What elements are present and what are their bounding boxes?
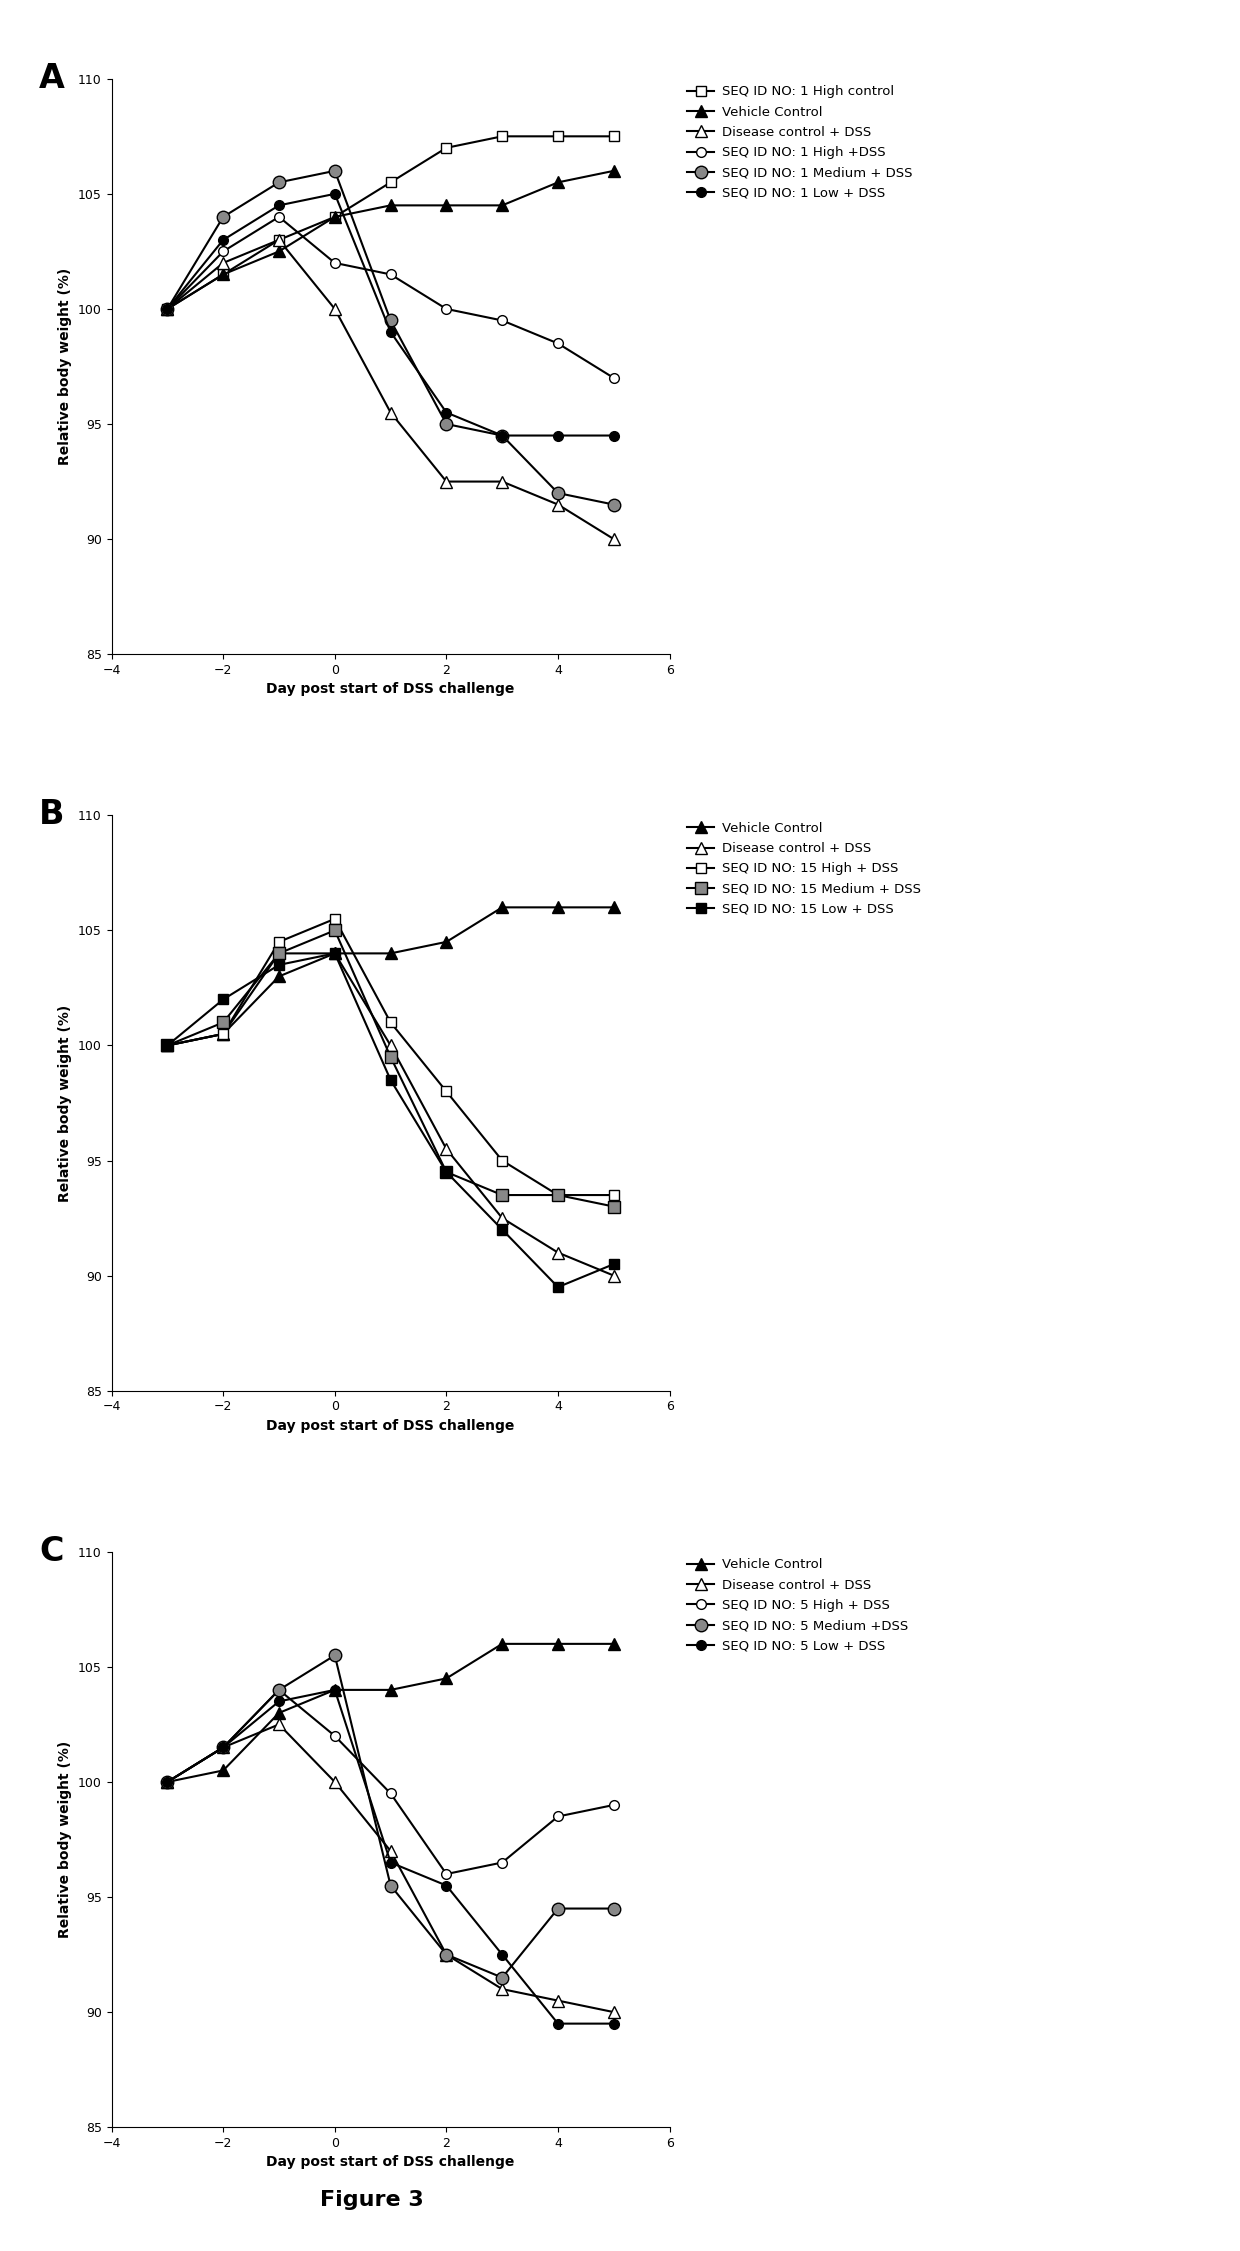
Text: B: B <box>38 799 64 831</box>
X-axis label: Day post start of DSS challenge: Day post start of DSS challenge <box>267 2156 515 2170</box>
Legend: Vehicle Control, Disease control + DSS, SEQ ID NO: 15 High + DSS, SEQ ID NO: 15 : Vehicle Control, Disease control + DSS, … <box>687 822 920 916</box>
Text: C: C <box>38 1535 63 1567</box>
Y-axis label: Relative body weight (%): Relative body weight (%) <box>58 1740 72 1938</box>
Legend: Vehicle Control, Disease control + DSS, SEQ ID NO: 5 High + DSS, SEQ ID NO: 5 Me: Vehicle Control, Disease control + DSS, … <box>687 1558 908 1652</box>
X-axis label: Day post start of DSS challenge: Day post start of DSS challenge <box>267 1418 515 1434</box>
Text: A: A <box>38 61 64 95</box>
Y-axis label: Relative body weight (%): Relative body weight (%) <box>58 1004 72 1202</box>
Y-axis label: Relative body weight (%): Relative body weight (%) <box>58 268 72 466</box>
Text: Figure 3: Figure 3 <box>320 2190 424 2210</box>
X-axis label: Day post start of DSS challenge: Day post start of DSS challenge <box>267 682 515 696</box>
Legend: SEQ ID NO: 1 High control, Vehicle Control, Disease control + DSS, SEQ ID NO: 1 : SEQ ID NO: 1 High control, Vehicle Contr… <box>687 86 913 200</box>
